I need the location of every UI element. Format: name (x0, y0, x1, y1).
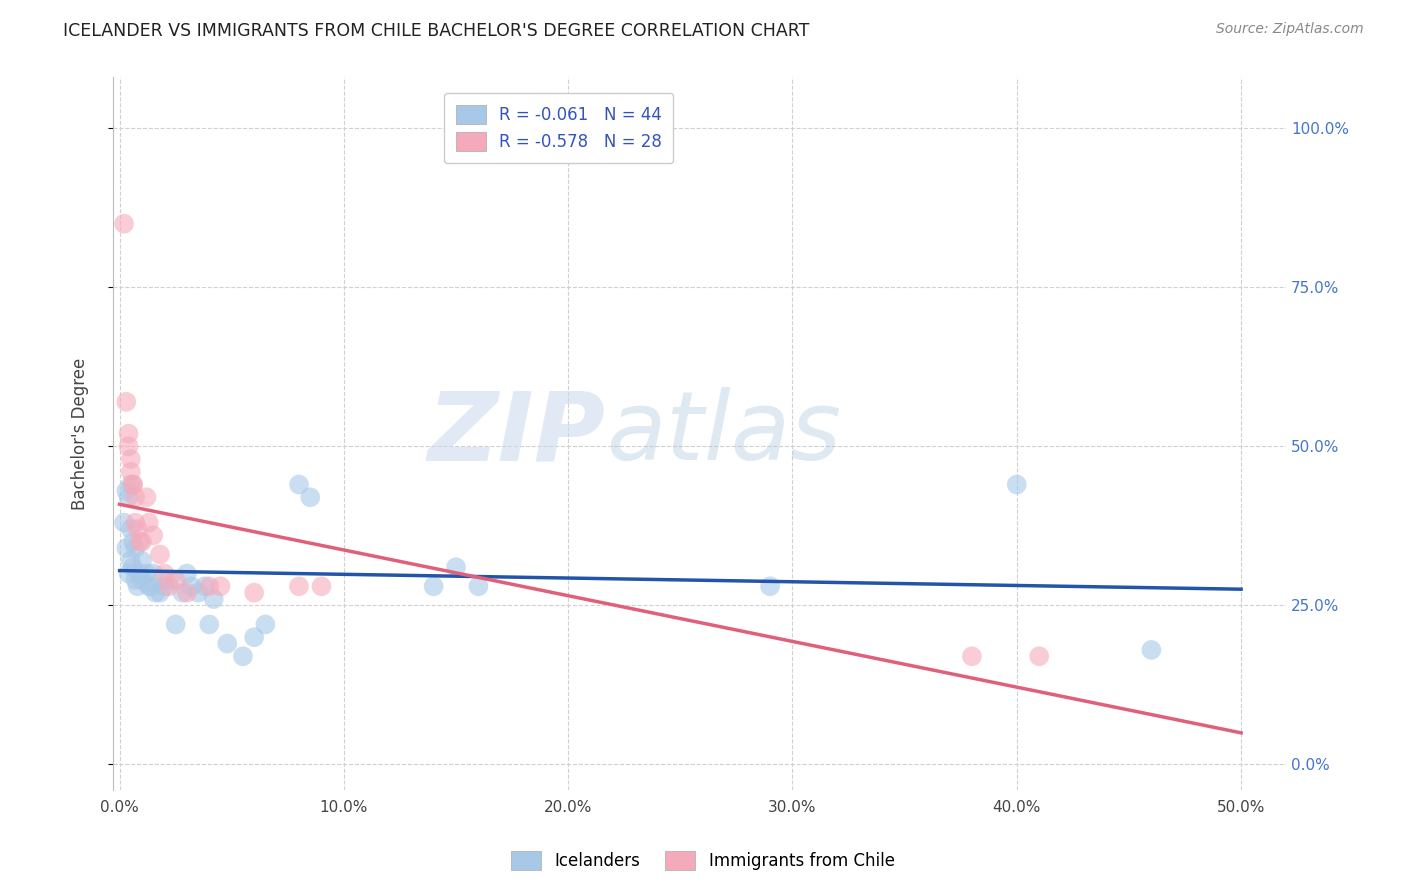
Point (149, 585, 172, 599)
Point (165, 573, 187, 587)
Point (288, 579, 311, 593)
Point (153, 579, 176, 593)
Point (115, 394, 138, 409)
Point (128, 566, 150, 581)
Point (198, 579, 221, 593)
Point (122, 477, 145, 491)
Point (122, 560, 145, 574)
Point (1005, 477, 1028, 491)
Point (172, 585, 194, 599)
Point (232, 649, 254, 664)
Point (149, 548, 172, 562)
Legend: Icelanders, Immigrants from Chile: Icelanders, Immigrants from Chile (505, 844, 901, 877)
Point (142, 566, 165, 581)
Point (243, 630, 266, 644)
Point (243, 585, 266, 599)
Point (202, 592, 225, 607)
Point (131, 534, 153, 549)
Point (422, 579, 444, 593)
Point (117, 439, 139, 453)
Point (1140, 643, 1163, 657)
Point (131, 554, 153, 568)
Point (128, 534, 150, 549)
Point (127, 522, 149, 536)
Point (120, 554, 142, 568)
Point (120, 465, 142, 479)
Point (115, 483, 138, 498)
Point (217, 636, 239, 650)
Point (120, 452, 142, 467)
Point (311, 579, 333, 593)
Text: ICELANDER VS IMMIGRANTS FROM CHILE BACHELOR'S DEGREE CORRELATION CHART: ICELANDER VS IMMIGRANTS FROM CHILE BACHE… (63, 22, 810, 40)
Point (124, 516, 146, 530)
Point (444, 560, 467, 574)
Point (117, 426, 139, 441)
Point (112, 516, 135, 530)
Text: Source: ZipAtlas.com: Source: ZipAtlas.com (1216, 22, 1364, 37)
Point (138, 516, 160, 530)
Text: atlas: atlas (606, 387, 841, 480)
Point (165, 617, 187, 632)
Point (187, 585, 209, 599)
Point (299, 490, 322, 504)
Point (467, 579, 489, 593)
Point (176, 566, 198, 581)
Point (138, 579, 160, 593)
Point (112, 217, 135, 231)
Point (122, 477, 145, 491)
Point (209, 579, 232, 593)
Point (135, 490, 157, 504)
Point (759, 579, 782, 593)
Point (157, 573, 180, 587)
Point (288, 477, 311, 491)
Point (198, 617, 221, 632)
Point (120, 477, 142, 491)
Point (142, 528, 165, 542)
Point (127, 579, 149, 593)
Point (139, 579, 162, 593)
Point (115, 541, 138, 555)
Point (176, 585, 198, 599)
Point (153, 566, 176, 581)
Point (117, 566, 139, 581)
Point (194, 579, 217, 593)
Point (180, 579, 202, 593)
Point (960, 649, 983, 664)
Point (254, 617, 277, 632)
Point (124, 490, 146, 504)
Point (124, 573, 146, 587)
Point (122, 534, 145, 549)
Point (145, 585, 167, 599)
Point (157, 579, 180, 593)
Legend: R = -0.061   N = 44, R = -0.578   N = 28: R = -0.061 N = 44, R = -0.578 N = 28 (444, 93, 673, 163)
Point (135, 566, 157, 581)
Point (124, 541, 146, 555)
Point (120, 522, 142, 536)
Point (117, 490, 139, 504)
Text: ZIP: ZIP (427, 387, 606, 480)
Point (131, 573, 153, 587)
Point (1028, 649, 1050, 664)
Y-axis label: Bachelor's Degree: Bachelor's Degree (72, 358, 89, 509)
